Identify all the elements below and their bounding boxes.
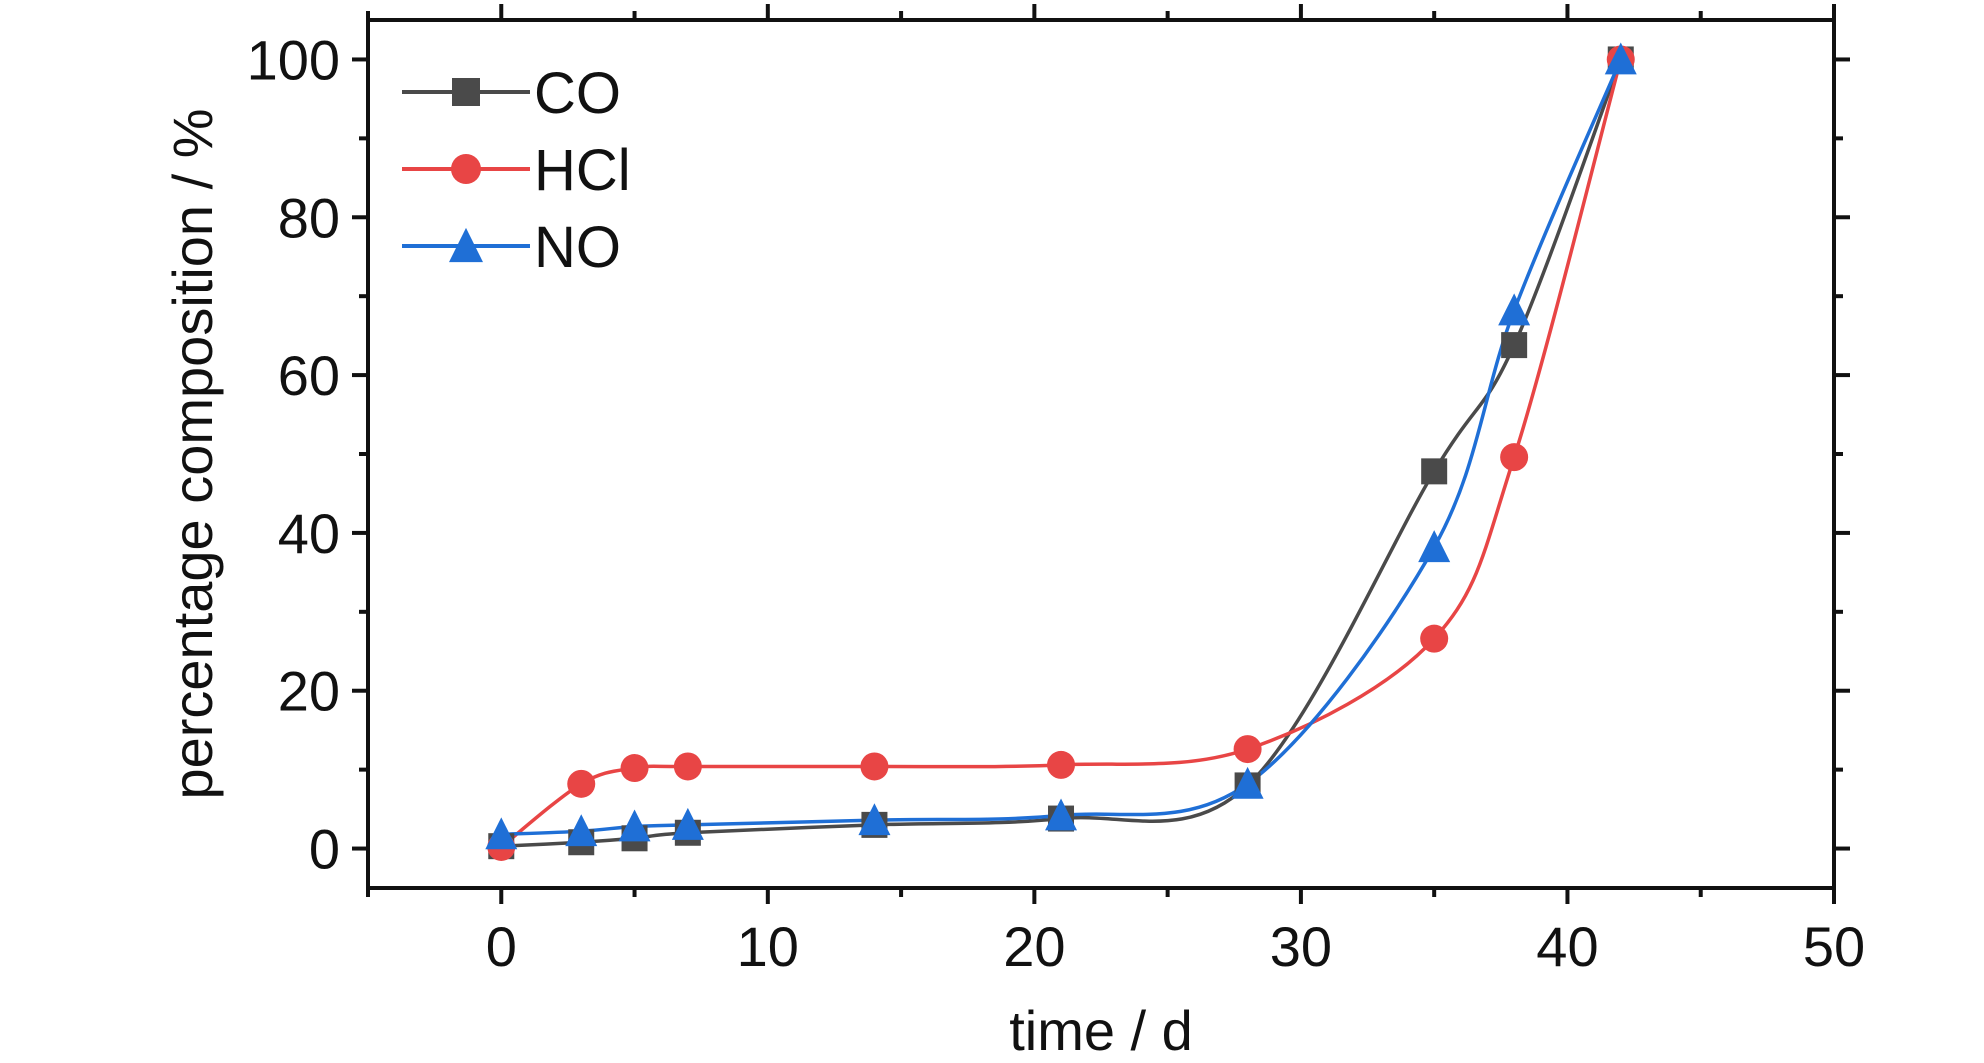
data-point-hcl — [1047, 750, 1076, 779]
series-line-no — [501, 58, 1623, 837]
legend: CO HCl NO — [402, 61, 631, 280]
y-tick-label: 40 — [278, 502, 340, 565]
x-tick-label: 10 — [737, 915, 799, 978]
axis-tick-labels: 0 10 20 30 40 50 0 20 40 60 80 100 — [247, 28, 1866, 978]
legend-label-hcl: HCl — [534, 138, 631, 203]
data-point-hcl — [673, 752, 702, 781]
data-point-co — [1421, 458, 1448, 485]
series-lines — [500, 58, 1623, 849]
data-point-no — [1231, 766, 1264, 799]
data-point-no — [618, 809, 651, 842]
x-tick-label: 30 — [1270, 915, 1332, 978]
data-point-no — [1604, 42, 1637, 75]
x-tick-label: 20 — [1003, 915, 1065, 978]
data-point-no — [485, 817, 518, 850]
y-tick-label: 80 — [278, 186, 340, 249]
data-point-no — [671, 807, 704, 840]
x-tick-label: 0 — [486, 915, 517, 978]
series-line-hcl — [500, 59, 1623, 849]
data-point-no — [1418, 530, 1451, 563]
y-tick-label: 0 — [309, 818, 340, 881]
data-point-hcl — [567, 769, 596, 798]
x-tick-label: 50 — [1803, 915, 1865, 978]
series-line-co — [501, 58, 1623, 848]
data-point-hcl — [1500, 443, 1529, 472]
x-tick-label: 40 — [1536, 915, 1598, 978]
series-markers — [485, 42, 1637, 861]
data-point-co — [1501, 332, 1528, 359]
legend-label-no: NO — [534, 215, 621, 280]
axis-ticks — [352, 4, 1850, 904]
data-point-no — [1498, 293, 1531, 326]
y-tick-label: 20 — [278, 660, 340, 723]
data-point-no — [565, 814, 598, 847]
data-point-no — [858, 803, 891, 836]
data-point-no — [1045, 798, 1078, 831]
y-tick-label: 60 — [278, 344, 340, 407]
y-tick-label: 100 — [247, 28, 340, 91]
data-point-hcl — [1420, 624, 1449, 653]
legend-marker-no — [449, 227, 483, 263]
data-point-hcl — [860, 752, 889, 781]
data-point-hcl — [620, 754, 649, 783]
y-axis-title: percentage composition / % — [161, 108, 224, 799]
legend-marker-hcl — [451, 154, 481, 184]
data-point-hcl — [1233, 735, 1262, 764]
x-axis-title: time / d — [1009, 999, 1193, 1062]
legend-marker-co — [452, 78, 480, 106]
legend-label-co: CO — [534, 61, 621, 126]
